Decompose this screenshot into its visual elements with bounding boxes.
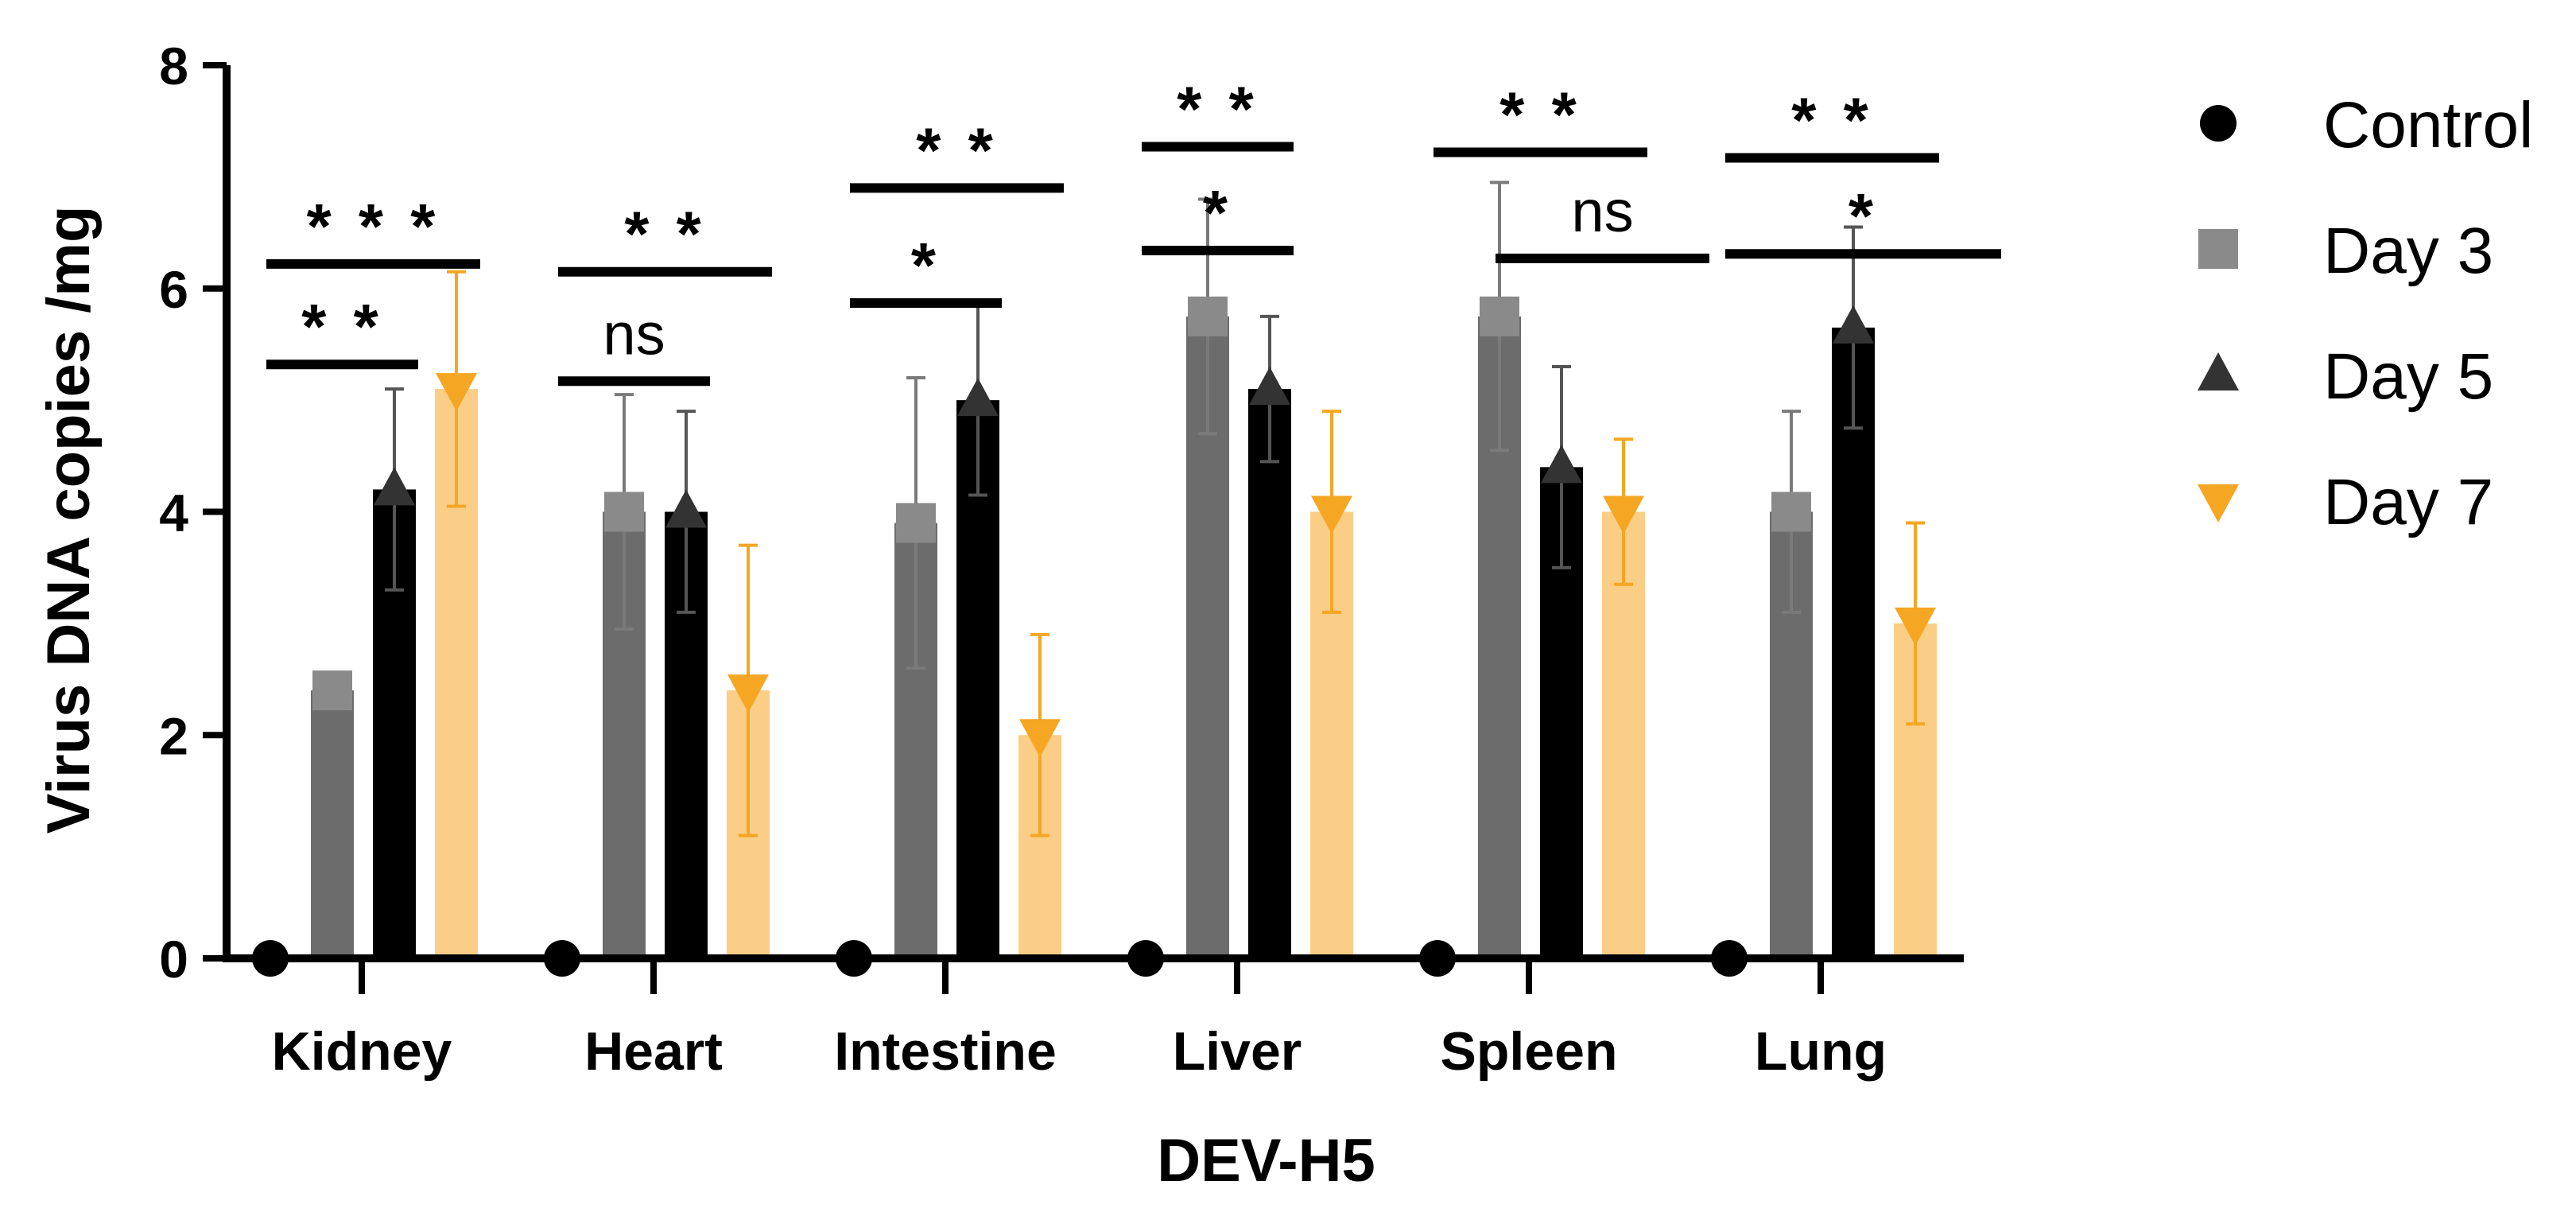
legend-label-control: Control [2323,89,2533,161]
sig-label-kidney-1: * * [301,291,383,362]
y-tick-label-6: 6 [159,260,188,319]
legend-label-day-7: Day 7 [2323,466,2493,538]
sig-label-spleen-9: ns [1571,178,1633,244]
point-kidney-day-3 [312,670,352,711]
point-heart-day-5 [665,489,707,528]
point-kidney-day-7 [436,373,477,412]
sig-label-liver-7: * [1203,177,1232,248]
y-tick-label-0: 0 [159,930,188,989]
y-tick-label-8: 8 [159,37,188,95]
point-liver-day-5 [1249,367,1290,406]
sig-label-intestine-5: * [911,230,941,301]
sig-label-lung-11: * [1849,181,1878,251]
y-tick-label-4: 4 [159,484,188,542]
sig-label-heart-2: * * [624,199,706,270]
point-spleen-day-5 [1541,445,1582,484]
x-tick-label-intestine: Intestine [834,1021,1057,1082]
y-axis-title: Virus DNA copies /mg [35,206,103,834]
bar-lung-day-5 [1832,327,1875,959]
point-liver-day-3 [1188,296,1228,336]
point-spleen-day-7 [1603,495,1644,534]
legend-label-day-5: Day 5 [2323,340,2493,413]
x-tick-label-liver: Liver [1173,1021,1302,1082]
point-spleen-day-3 [1480,296,1519,336]
point-lung-day-5 [1833,305,1874,344]
point-heart-day-3 [604,492,644,532]
sig-label-spleen-8: * * [1499,79,1581,150]
sig-label-heart-3: ns [603,301,665,367]
y-tick-label-2: 2 [159,706,188,765]
bar-liver-day-5 [1248,389,1291,958]
sig-label-liver-6: * * [1177,73,1259,144]
point-intestine-day-7 [1019,719,1061,758]
legend-marker-day-3 [2198,229,2238,269]
x-axis-title: DEV-H5 [1157,1127,1375,1195]
x-tick-label-lung: Lung [1755,1021,1887,1082]
point-intestine-day-5 [957,378,999,417]
legend-marker-day-7 [2198,484,2239,523]
x-tick-label-kidney: Kidney [272,1021,452,1082]
legend-label-day-3: Day 3 [2323,215,2493,287]
point-intestine-day-3 [896,503,936,543]
point-lung-day-3 [1771,492,1811,532]
legend-marker-control [2200,105,2237,142]
point-liver-day-7 [1311,495,1352,534]
sig-label-kidney-0: * * * [307,191,440,262]
bar-spleen-day-7 [1602,511,1645,958]
point-kidney-day-5 [374,467,415,506]
x-tick-label-spleen: Spleen [1441,1021,1618,1082]
bar-kidney-day-3 [311,690,354,958]
sig-label-lung-10: * * [1791,85,1873,156]
sig-label-intestine-4: * * [916,115,998,185]
point-lung-day-7 [1895,607,1936,646]
x-tick-label-heart: Heart [584,1021,723,1082]
point-heart-day-7 [727,674,769,713]
legend-marker-day-5 [2198,352,2239,391]
